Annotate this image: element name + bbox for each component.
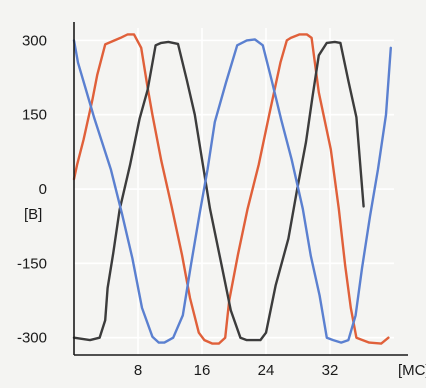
x-axis-label: [MC] <box>398 362 426 379</box>
y-tick-label: -150 <box>17 255 47 272</box>
series-lines <box>72 33 392 345</box>
y-axis-label: [B] <box>24 206 42 223</box>
x-tick-label: 16 <box>194 362 211 379</box>
series-line-3 <box>72 38 392 344</box>
series-line-2 <box>72 40 365 342</box>
grid-lines <box>74 28 394 355</box>
x-tick-label: 24 <box>258 362 275 379</box>
y-tick-label: 300 <box>22 32 47 49</box>
y-tick-label: 150 <box>22 107 47 124</box>
y-tick-label: 0 <box>39 181 47 198</box>
series-line-1 <box>72 33 390 345</box>
y-tick-label: -300 <box>17 330 47 347</box>
x-tick-label: 8 <box>134 362 142 379</box>
axes <box>73 22 408 356</box>
x-tick-label: 32 <box>322 362 339 379</box>
tick-labels: 8 16 24 32 300 150 0 -150 -300 <box>17 32 338 379</box>
